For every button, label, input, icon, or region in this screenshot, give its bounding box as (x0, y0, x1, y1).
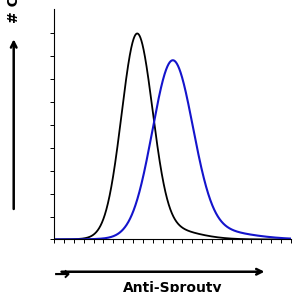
Text: # Cells: # Cells (7, 0, 21, 22)
Text: Anti-Sprouty: Anti-Sprouty (123, 281, 222, 292)
Text: →: → (54, 265, 70, 284)
